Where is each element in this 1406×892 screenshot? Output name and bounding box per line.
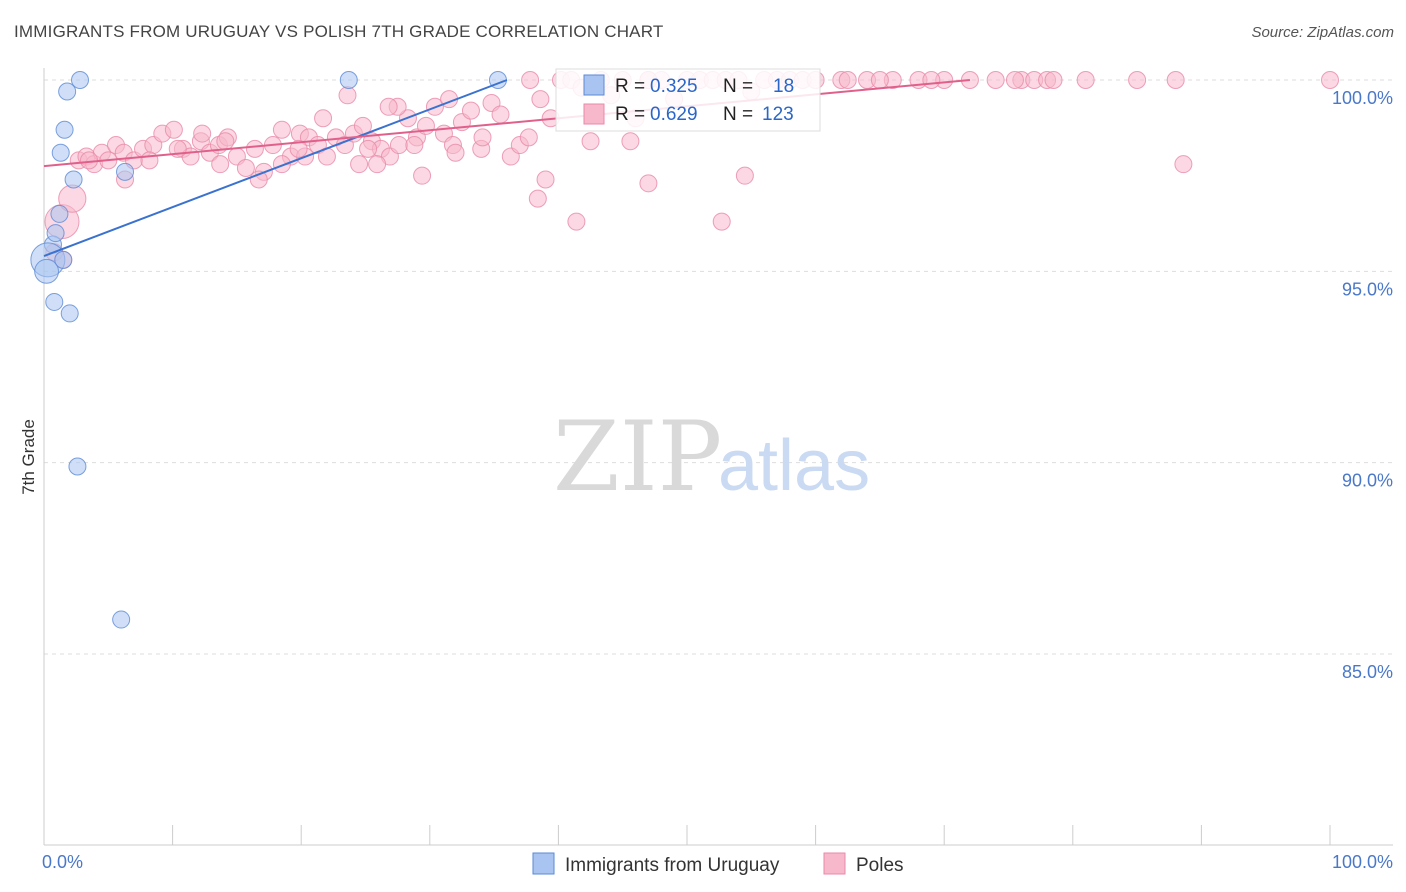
poles-point [272,120,291,139]
poles-point [413,166,432,185]
poles-point [567,212,586,231]
legend-r-label-uruguay: R = [615,76,645,97]
y-tick-labels: 100.0% 95.0% 90.0% 85.0% [1332,88,1393,682]
poles-point [922,71,941,89]
poles-point [379,97,398,116]
uruguay-point [58,82,77,101]
poles-point [581,132,600,151]
x-tick-label-max: 100.0% [1332,852,1393,872]
poles-point [1321,71,1339,89]
poles-point [216,132,235,151]
poles-point [838,71,857,89]
poles-point [359,139,378,158]
legend-swatch-uruguay [583,74,605,96]
poles-point [389,136,408,155]
bottom-legend-swatch-uruguay [532,852,555,875]
uruguay-point [54,250,73,269]
poles-point [621,132,640,151]
poles-point [1044,71,1063,89]
poles-point [236,159,255,178]
poles-point [140,151,159,170]
source-label: Source: ZipAtlas.com [1251,24,1394,41]
uruguay-point [46,224,65,243]
uruguay-trend-line [43,79,508,257]
poles-point [245,139,264,158]
y-tick-label: 90.0% [1342,471,1393,491]
poles-point [405,136,424,155]
stats-legend: R = 0.325 N = 18 R = 0.629 N = 123 [555,68,821,132]
poles-point [368,155,387,174]
poles-point [519,128,538,147]
uruguay-point [55,120,74,139]
bottom-legend: Immigrants from Uruguay Poles [532,852,904,876]
poles-point [1128,71,1147,89]
legend-n-label-poles: N = [723,104,753,125]
legend-r-value-poles: 0.629 [650,104,698,125]
y-tick-label: 85.0% [1342,662,1393,682]
trend-lines [43,79,971,257]
bottom-legend-label-uruguay: Immigrants from Uruguay [565,855,780,876]
axes [43,68,1393,846]
bottom-legend-swatch-poles [823,852,846,875]
poles-point [338,86,357,105]
bottom-legend-label-poles: Poles [856,855,904,876]
poles-point [1166,71,1185,89]
poles-point [314,109,333,128]
legend-r-value-uruguay: 0.325 [650,76,698,97]
legend-n-value-poles: 123 [762,104,794,125]
poles-point [1005,71,1024,89]
watermark: ZIP atlas [553,401,870,513]
y-axis-title: 7th Grade [19,419,38,495]
poles-point [531,90,550,109]
uruguay-point [64,170,83,189]
poles-point [528,189,547,208]
uruguay-point [68,457,87,476]
watermark-atlas: atlas [718,426,870,506]
uruguay-point [60,304,79,323]
poles-point [461,101,480,120]
poles-point [272,155,291,174]
chart-title: IMMIGRANTS FROM URUGUAY VS POLISH 7TH GR… [14,22,664,41]
poles-point [712,212,731,231]
uruguay-point [50,204,69,223]
poles-point [521,71,540,89]
poles-point [164,120,183,139]
x-tick-label-min: 0.0% [42,852,83,872]
poles-point [1174,155,1193,174]
poles-point [211,155,230,174]
poles-point [289,139,308,158]
legend-n-label-uruguay: N = [723,76,753,97]
poles-point [473,128,492,147]
y-tick-label: 100.0% [1332,88,1393,108]
uruguay-point [34,258,59,284]
legend-n-value-uruguay: 18 [773,76,794,97]
poles-point [870,71,889,89]
uruguay-point [112,610,131,629]
poles-point [491,105,510,124]
poles-point [350,155,369,174]
legend-r-label-poles: R = [615,104,645,125]
poles-point [536,170,555,189]
poles-point [639,174,658,193]
poles-point [735,166,754,185]
y-tick-label: 95.0% [1342,279,1393,299]
data-points [30,71,1339,629]
uruguay-point [45,292,64,311]
poles-point [193,124,212,143]
watermark-zip: ZIP [553,401,722,513]
poles-point [446,143,465,162]
uruguay-point [339,71,358,89]
poles-point [986,71,1005,89]
uruguay-point [71,71,90,89]
legend-swatch-poles [583,103,605,125]
uruguay-point [116,162,135,181]
uruguay-point [51,143,70,162]
poles-point [1076,71,1095,89]
